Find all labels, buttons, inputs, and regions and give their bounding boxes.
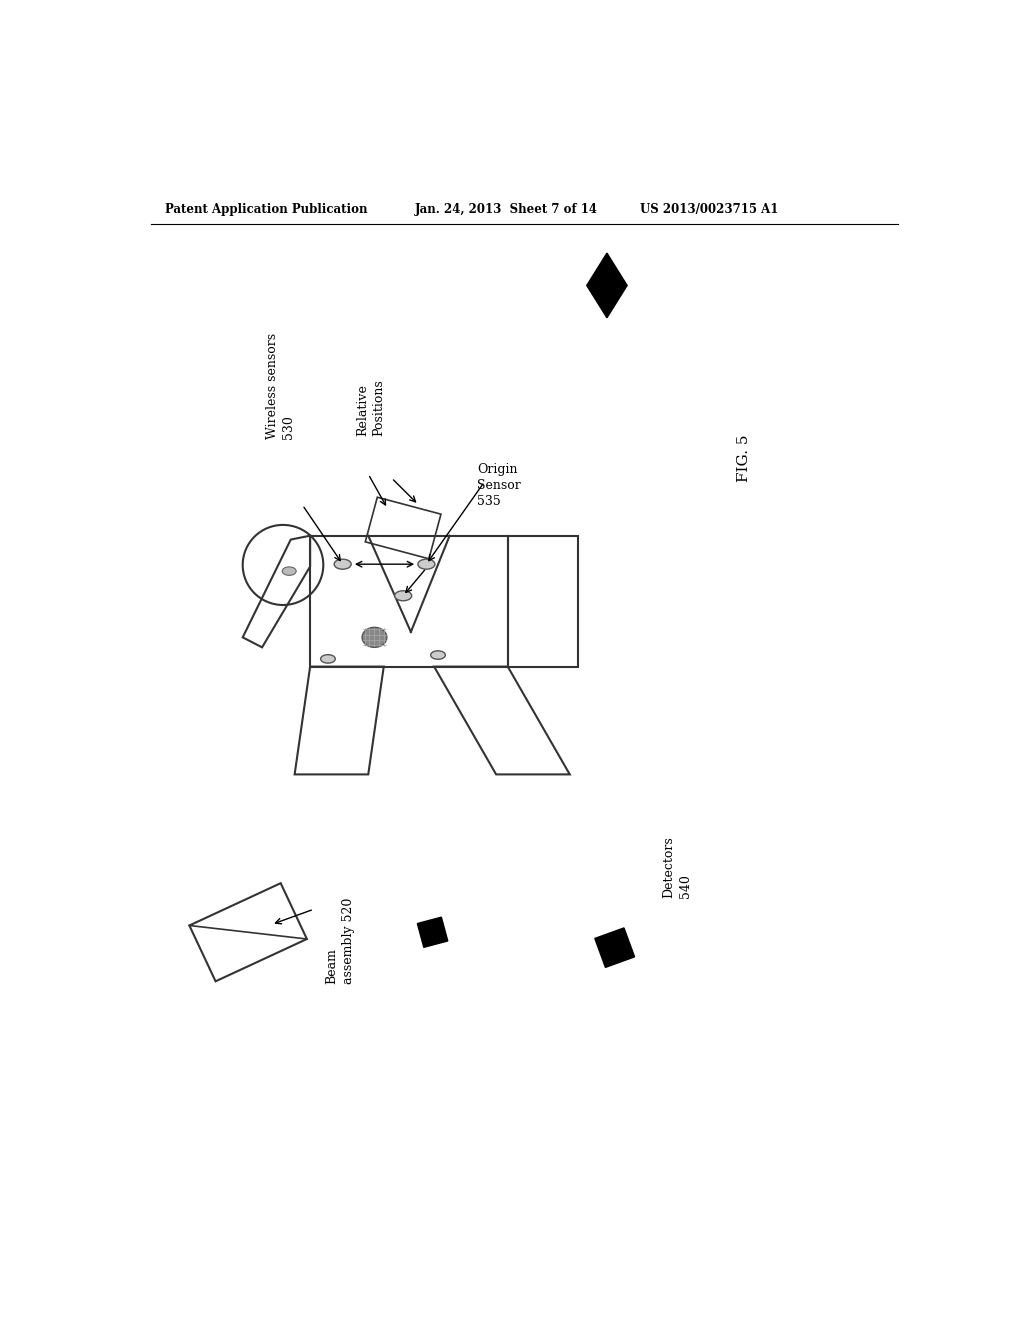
Ellipse shape <box>362 627 387 647</box>
Polygon shape <box>595 928 635 968</box>
Ellipse shape <box>321 655 335 663</box>
Text: Relative
Positions: Relative Positions <box>356 379 386 436</box>
Ellipse shape <box>418 560 435 569</box>
Text: Patent Application Publication: Patent Application Publication <box>165 203 368 216</box>
Ellipse shape <box>394 591 412 601</box>
Text: Jan. 24, 2013  Sheet 7 of 14: Jan. 24, 2013 Sheet 7 of 14 <box>415 203 598 216</box>
Polygon shape <box>587 253 627 318</box>
Text: Origin
Sensor
535: Origin Sensor 535 <box>477 462 520 508</box>
Text: FIG. 5: FIG. 5 <box>737 436 752 482</box>
Text: Detectors
540: Detectors 540 <box>663 836 692 898</box>
Text: Beam
assembly 520: Beam assembly 520 <box>326 898 354 983</box>
Text: US 2013/0023715 A1: US 2013/0023715 A1 <box>640 203 778 216</box>
Ellipse shape <box>334 560 351 569</box>
Text: Wireless sensors
530: Wireless sensors 530 <box>266 334 295 440</box>
Ellipse shape <box>283 566 296 576</box>
Polygon shape <box>418 917 447 948</box>
Ellipse shape <box>431 651 445 659</box>
